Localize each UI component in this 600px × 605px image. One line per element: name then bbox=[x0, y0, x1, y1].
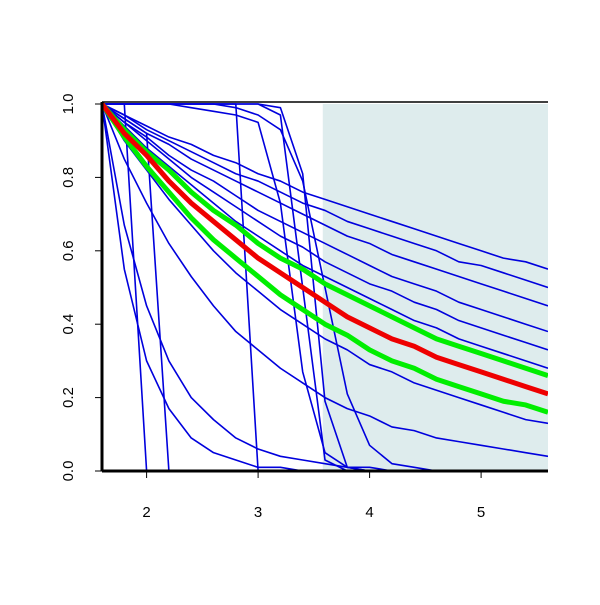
x-tick-label: 3 bbox=[254, 504, 262, 521]
series-line bbox=[102, 103, 548, 425]
series-line bbox=[102, 103, 548, 270]
series-line bbox=[102, 103, 548, 351]
series-line bbox=[102, 103, 548, 471]
x-tick-label: 2 bbox=[142, 504, 150, 521]
y-tick-label: 0.8 bbox=[60, 167, 77, 188]
y-tick-label: 0.2 bbox=[60, 387, 77, 408]
series-line bbox=[102, 102, 548, 415]
series-line bbox=[102, 103, 548, 471]
axes-layer: 2 3 4 5 0.0 0.2 0.4 0.6 0.8 1.0 bbox=[60, 94, 548, 521]
series-line bbox=[102, 102, 548, 397]
series-line bbox=[102, 103, 548, 333]
lines-layer bbox=[102, 102, 548, 471]
series-line bbox=[102, 103, 548, 369]
y-tick-label: 0.0 bbox=[60, 461, 77, 482]
series-line bbox=[102, 103, 548, 289]
series-line bbox=[102, 103, 548, 471]
shaded-region bbox=[322, 104, 548, 471]
series-line bbox=[102, 103, 548, 471]
series-line bbox=[102, 103, 548, 307]
y-tick-label: 0.6 bbox=[60, 240, 77, 261]
series-line bbox=[102, 102, 548, 378]
x-tick-label: 4 bbox=[365, 504, 373, 521]
y-tick-label: 1.0 bbox=[60, 94, 77, 115]
background-layer bbox=[322, 104, 548, 471]
x-tick-label: 5 bbox=[477, 504, 485, 521]
y-tick-label: 0.4 bbox=[60, 314, 77, 335]
